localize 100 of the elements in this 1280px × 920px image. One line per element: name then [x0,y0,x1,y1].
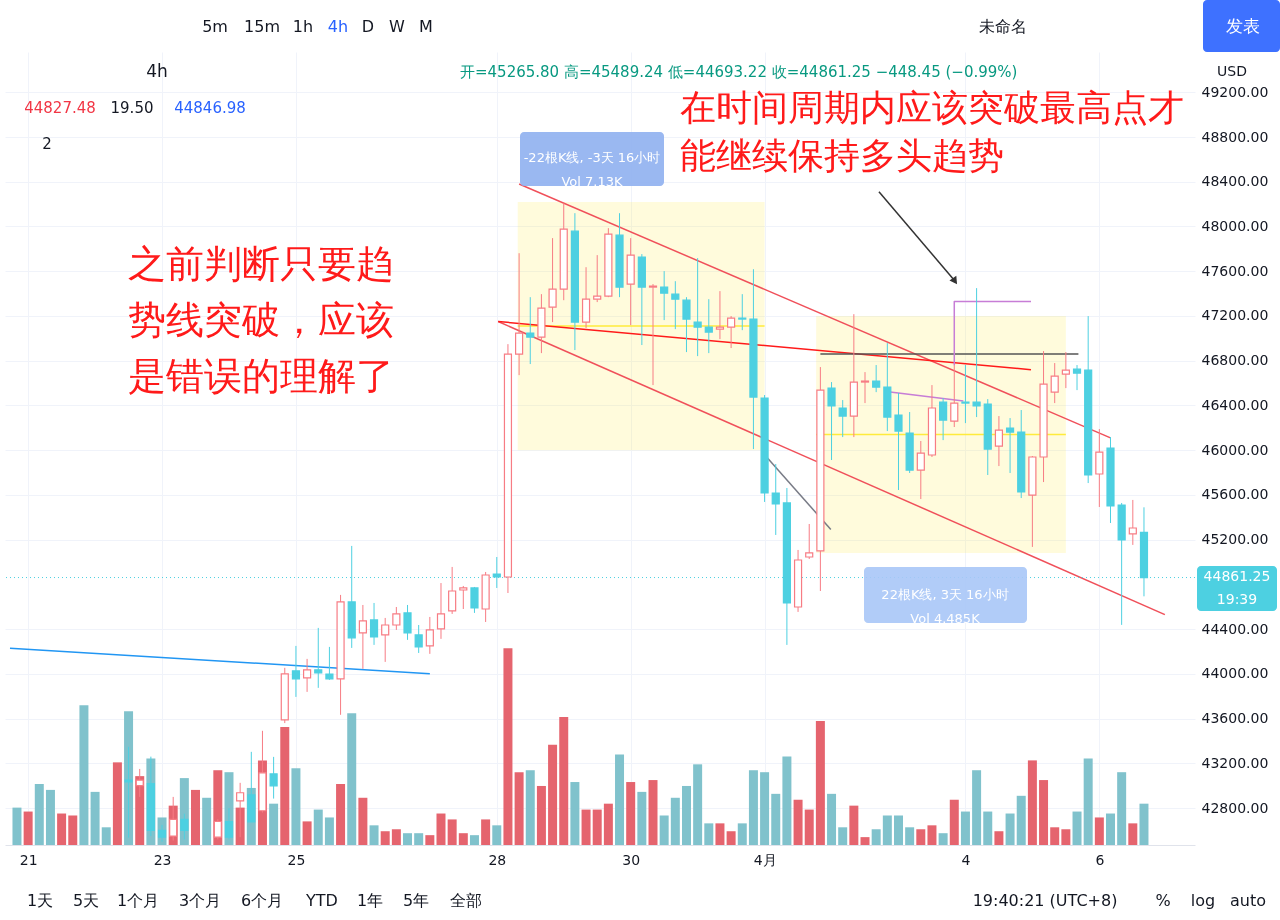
bar [949,799,959,845]
candlestick [1050,362,1059,404]
text: log [1190,891,1216,910]
bar [938,833,948,845]
bar [581,809,591,845]
bar [849,805,859,845]
bar [336,784,346,845]
annotation: 19.50 [110,99,154,117]
candlestick [972,287,981,418]
bar [291,768,301,845]
candlestick [269,756,278,800]
bar [815,721,825,845]
bar [269,803,279,845]
candlestick [593,254,602,303]
bar [693,764,703,845]
bar [827,793,837,845]
bar [447,819,457,845]
x-tick-label: 6 [1095,851,1105,868]
y-tick-label: 47600.00 [1201,262,1269,279]
candlestick [581,266,591,329]
annotation: 之前判断只要趋势线突破，应该是错误的理解了 [128,242,394,398]
bar [1027,760,1037,845]
text: 全部 [450,891,482,910]
candlestick [369,602,379,646]
annotation: 在时间周期内应该突破最高点才能继续保持多头趋势 [680,87,1184,176]
bar [1083,758,1093,845]
bar [436,813,446,845]
bar [302,821,312,845]
bar [960,811,970,845]
candlestick [961,364,970,424]
bar [324,817,334,845]
y-tick-label: 42800.00 [1201,799,1269,816]
bar [648,780,658,845]
y-tick-label: 48000.00 [1201,217,1269,234]
y-tick-label: 46000.00 [1201,441,1269,458]
bar [101,827,111,845]
bar [391,829,401,845]
candlestick [358,604,367,670]
text: 5m [202,17,228,36]
candlestick [727,315,736,349]
y-tick-label: 46400.00 [1201,396,1269,413]
candlestick [325,646,334,681]
y-tick-label: 45200.00 [1201,531,1269,548]
candlestick [213,818,222,840]
bar [782,756,792,845]
candlestick [916,440,925,500]
bar [79,705,89,845]
text: 1天 [26,891,54,910]
y-tick-label: 46800.00 [1201,352,1269,369]
candlestick [704,298,713,354]
candlestick [1005,417,1015,474]
y-tick-label: 44400.00 [1201,620,1269,637]
bar [358,797,368,845]
bar [793,799,803,845]
bar [1128,823,1138,845]
bar [681,785,691,845]
bar [414,833,424,845]
candlestick [805,523,814,560]
bar [369,825,379,845]
annotation: -22根K线, -3天 16小时 Vol 7.13K [523,150,661,189]
bar [715,823,725,845]
text: % [1155,891,1171,910]
candlestick [403,604,412,641]
text: 5年 [402,891,430,910]
bar [603,803,613,845]
bar [972,770,982,845]
bar [893,815,903,845]
candlestick [414,624,423,654]
candlestick [436,582,446,640]
candlestick [660,270,669,321]
candlestick [392,606,401,631]
text: 1个月 [116,891,160,910]
bar [1016,795,1026,845]
bar [771,793,781,845]
bar [425,835,435,845]
candlestick [771,463,780,536]
y-tick-label: 48800.00 [1201,128,1269,145]
y-tick-label: 49200.00 [1201,83,1269,100]
annotation: 44827.48 [24,99,96,117]
annotation: 44846.98 [174,99,246,117]
bar [871,829,881,845]
bar [1050,827,1060,845]
candlestick [693,257,702,357]
candlestick [459,585,468,610]
candlestick [1061,351,1070,389]
bar [1072,811,1082,845]
text: 15m [244,17,280,36]
text: D [361,17,375,36]
bar [626,782,636,845]
candlestick [515,252,524,376]
bar [202,797,212,845]
candlestick [939,397,948,441]
bar [68,815,78,845]
bar [1039,780,1049,845]
bar [838,827,848,845]
y-tick-label: 48400.00 [1201,173,1269,190]
ref-line-label: 44861.25 [1203,568,1271,584]
bar [637,791,647,845]
candlestick [314,627,323,689]
bar [458,833,468,845]
